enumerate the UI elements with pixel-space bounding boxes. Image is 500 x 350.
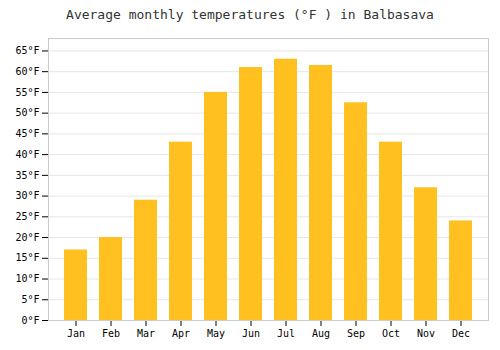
svg-text:Jan: Jan xyxy=(67,328,85,339)
svg-text:May: May xyxy=(207,328,225,339)
svg-text:Mar: Mar xyxy=(137,328,155,339)
svg-text:60°F: 60°F xyxy=(15,66,39,77)
svg-text:0°F: 0°F xyxy=(21,315,39,326)
svg-text:20°F: 20°F xyxy=(15,232,39,243)
svg-text:5°F: 5°F xyxy=(21,294,39,305)
svg-text:55°F: 55°F xyxy=(15,87,39,98)
svg-text:15°F: 15°F xyxy=(15,252,39,263)
svg-text:Oct: Oct xyxy=(382,328,400,339)
svg-text:Jun: Jun xyxy=(242,328,260,339)
svg-text:50°F: 50°F xyxy=(15,107,39,118)
svg-text:65°F: 65°F xyxy=(15,45,39,56)
svg-text:Aug: Aug xyxy=(312,328,330,339)
svg-text:Sep: Sep xyxy=(347,328,365,339)
svg-text:45°F: 45°F xyxy=(15,128,39,139)
svg-text:25°F: 25°F xyxy=(15,211,39,222)
svg-text:Jul: Jul xyxy=(277,328,295,339)
svg-text:Nov: Nov xyxy=(417,328,435,339)
svg-text:Apr: Apr xyxy=(172,328,190,339)
svg-text:10°F: 10°F xyxy=(15,273,39,284)
svg-text:40°F: 40°F xyxy=(15,149,39,160)
svg-text:30°F: 30°F xyxy=(15,190,39,201)
html-text:Average monthly temperatures (: Average monthly temperatures (°F ) in Ba… xyxy=(66,7,434,22)
svg-text:Dec: Dec xyxy=(452,328,470,339)
svg-text:Feb: Feb xyxy=(102,328,120,339)
svg-text:35°F: 35°F xyxy=(15,170,39,181)
